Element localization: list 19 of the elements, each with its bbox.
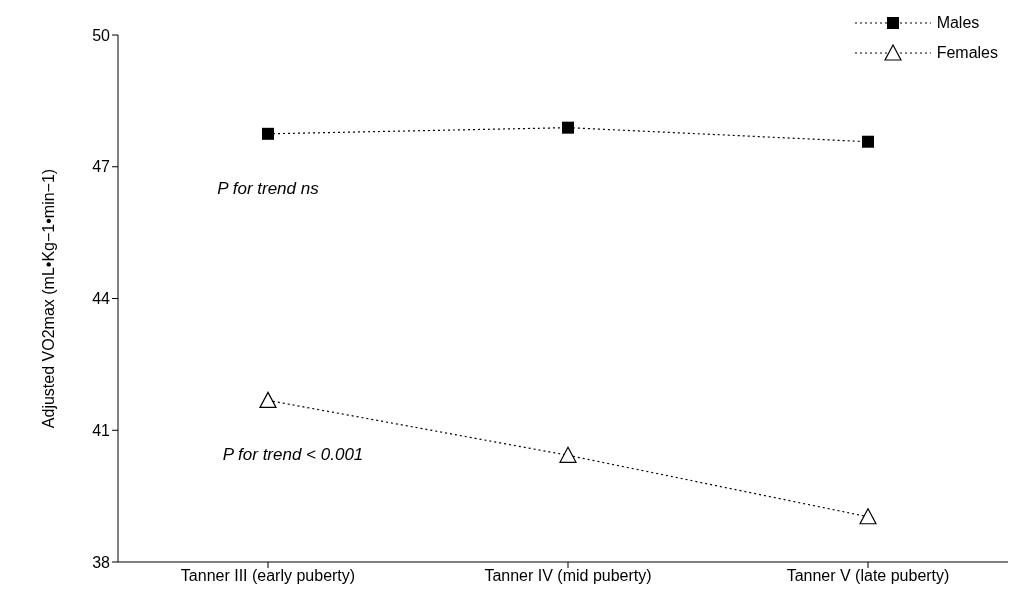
y-tick-label: 50 xyxy=(92,26,111,44)
point xyxy=(862,135,874,148)
y-tick-label: 47 xyxy=(92,158,111,176)
point xyxy=(259,391,277,408)
annotation: P for trend < 0.001 xyxy=(222,445,364,465)
point xyxy=(262,127,274,140)
y-tick-label: 38 xyxy=(92,553,111,571)
x-tick-label: Tanner IV (mid puberty) xyxy=(484,567,652,585)
point xyxy=(559,446,577,463)
y-axis-title: Adjusted VO2max (mL•Kg−1•min−1) xyxy=(39,168,57,429)
y-tick-label: 44 xyxy=(92,290,111,308)
y-tick-label: 41 xyxy=(92,421,111,439)
annotation: P for trend ns xyxy=(217,178,320,198)
x-tick-label: Tanner V (late puberty) xyxy=(786,567,950,585)
point xyxy=(562,121,574,134)
point xyxy=(859,508,877,525)
x-tick-label: Tanner III (early puberty) xyxy=(180,567,356,585)
legend-label: Males xyxy=(936,14,980,32)
legend-label: Females xyxy=(936,44,998,62)
